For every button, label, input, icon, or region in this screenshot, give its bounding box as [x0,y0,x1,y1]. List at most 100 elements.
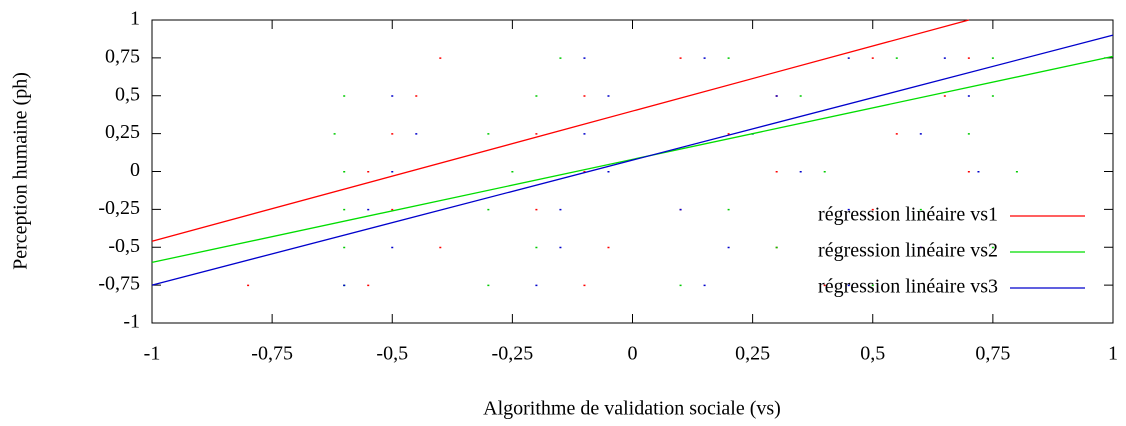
scatter-point [607,95,610,97]
scatter-point [391,133,394,135]
scatter-point [775,246,778,249]
scatter-point [343,171,346,173]
x-axis-label: Algorithme de validation sociale (vs) [483,398,781,420]
scatter-point [727,57,730,59]
legend-label: régression linéaire vs3 [818,276,998,298]
scatter-point [871,208,874,211]
scatter-point [799,171,802,173]
regression-line [151,19,970,242]
regression-line [151,55,1114,264]
scatter-point [391,246,394,249]
scatter-point [583,95,586,97]
scatter-point [919,246,922,249]
y-tick-label: -0,25 [98,197,140,219]
scatter-point [991,246,994,249]
scatter-point [367,284,370,287]
x-tick-label: 0,5 [860,343,885,365]
x-tick-label: -0,25 [492,343,534,365]
scatter-point [679,208,682,211]
scatter-point [967,133,970,135]
y-tick-label: 0 [130,159,140,181]
y-tick-label: 0,25 [105,121,140,143]
scatter-point [487,133,490,135]
scatter-point [847,208,850,211]
scatter-point [991,95,994,97]
scatter-point [967,95,970,97]
scatter-point [727,208,730,211]
scatter-point [343,246,346,249]
scatter-point [847,284,850,287]
scatter-point [535,95,538,97]
scatter-point [799,95,802,97]
scatter-point [977,171,980,173]
scatter-point [967,171,970,173]
scatter-point [607,246,610,249]
scatter-point [391,95,394,97]
scatter-point [559,57,562,59]
scatter-point [823,171,826,173]
scatter-point [583,284,586,287]
scatter-point [895,57,898,59]
legend-label: régression linéaire vs1 [818,204,998,226]
scatter-point [703,284,706,287]
scatter-point [415,133,418,135]
scatter-point [1015,171,1018,173]
scatter-point [607,171,610,173]
scatter-point [943,57,946,59]
scatter-point [583,133,586,135]
scatter-point [703,57,706,59]
scatter-point [679,57,682,59]
x-tick-label: -0,75 [251,343,293,365]
scatter-point [535,133,538,135]
scatter-point [343,95,346,97]
scatter-point [367,208,370,211]
y-tick-label: -0,5 [108,235,140,257]
y-tick-label: -1 [123,311,140,333]
scatter-point [679,284,682,287]
scatter-point [727,246,730,249]
x-tick-label: 0,25 [735,343,770,365]
scatter-point [487,284,490,287]
scatter-point [343,208,346,211]
scatter-point [727,133,730,135]
scatter-point [391,208,394,211]
x-tick-label: -0,5 [376,343,408,365]
y-axis-label: Perception humaine (ph) [10,72,32,270]
scatter-point [919,133,922,135]
scatter-point [247,284,250,287]
scatter-point [511,171,514,173]
scatter-point [559,246,562,249]
scatter-point [895,133,898,135]
scatter-point [991,57,994,59]
scatter-point [439,57,442,59]
y-tick-label: 0,5 [115,83,140,105]
scatter-point [823,284,826,287]
scatter-point [871,57,874,59]
scatter-point [775,95,778,97]
scatter-point [343,284,346,287]
regression-line [151,34,1114,286]
x-tick-label: 0 [628,343,638,365]
scatter-point [919,208,922,211]
scatter-point [333,133,336,135]
scatter-point [415,95,418,97]
scatter-point [487,208,490,211]
scatter-point [775,171,778,173]
legend-label: régression linéaire vs2 [818,240,998,262]
y-tick-label: 1 [130,8,140,30]
y-tick-label: 0,75 [105,45,140,67]
scatter-point [367,171,370,173]
scatter-point [847,57,850,59]
scatter-point [943,95,946,97]
scatter-point [871,284,874,287]
scatter-point [583,171,586,173]
scatter-point [535,284,538,287]
scatter-point [967,57,970,59]
scatter-point [535,208,538,211]
scatter-point [439,246,442,249]
scatter-point [559,208,562,211]
scatter-point [391,171,394,173]
scatter-point [583,57,586,59]
scatter-point [535,246,538,249]
